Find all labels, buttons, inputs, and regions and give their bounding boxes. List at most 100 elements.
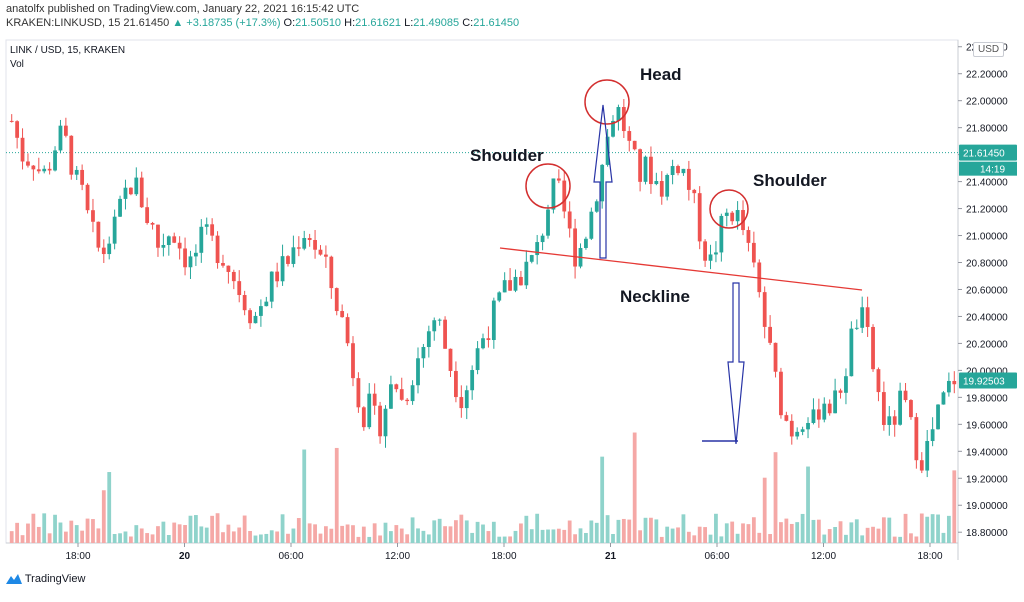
candle-body bbox=[221, 263, 225, 266]
volume-bar bbox=[649, 517, 653, 543]
candle-body bbox=[389, 384, 393, 409]
tradingview-logo[interactable]: TradingView bbox=[6, 573, 85, 585]
volume-bar bbox=[134, 525, 139, 543]
volume-bar bbox=[36, 526, 41, 543]
volume-bar bbox=[800, 513, 805, 543]
x-tick-label: 06:00 bbox=[704, 551, 729, 562]
y-tick-label: 22.00000 bbox=[966, 97, 1008, 108]
volume-bar bbox=[562, 529, 567, 543]
x-tick-label: 12:00 bbox=[385, 551, 410, 562]
volume-bar bbox=[264, 533, 269, 543]
volume-bar bbox=[437, 518, 442, 543]
candle-body bbox=[854, 327, 859, 329]
head-circle bbox=[584, 79, 630, 125]
candle-body bbox=[692, 189, 697, 194]
volume-bar bbox=[399, 528, 404, 543]
candle-body bbox=[573, 228, 577, 267]
volume-bar bbox=[58, 522, 63, 543]
candle-body bbox=[898, 390, 903, 425]
candle-body bbox=[800, 429, 805, 432]
volume-bar bbox=[665, 526, 670, 543]
volume-bar bbox=[313, 524, 317, 543]
candle-body bbox=[762, 292, 767, 327]
close-value: 21.61450 bbox=[473, 17, 520, 29]
y-tick-label: 20.80000 bbox=[966, 259, 1008, 270]
candle-body bbox=[193, 252, 198, 257]
low-value: 21.49085 bbox=[413, 17, 460, 29]
price-change: +3.18735 (+17.3%) bbox=[186, 17, 281, 29]
volume-bar bbox=[773, 452, 778, 543]
y-tick-label: 18.80000 bbox=[966, 528, 1008, 539]
candle-body bbox=[470, 370, 475, 391]
currency-badge[interactable]: USD bbox=[973, 42, 1005, 57]
neckline-line bbox=[499, 247, 863, 291]
volume-bar bbox=[237, 527, 242, 543]
candle-body bbox=[562, 180, 567, 212]
candle-body bbox=[204, 224, 209, 227]
tradingview-icon bbox=[6, 574, 22, 585]
volume-bar bbox=[638, 530, 642, 543]
volume-bar bbox=[486, 531, 491, 543]
candle-body bbox=[822, 403, 827, 420]
candle-body bbox=[296, 247, 301, 249]
candle-body bbox=[42, 168, 47, 172]
y-tick-label: 20.20000 bbox=[966, 339, 1008, 350]
candle-body bbox=[324, 254, 328, 257]
candle-body bbox=[253, 315, 258, 324]
candle-body bbox=[454, 370, 458, 398]
up-arrow-icon: ▲ bbox=[172, 17, 184, 29]
candle-body bbox=[914, 417, 919, 461]
volume-bar bbox=[231, 531, 236, 543]
volume-bar bbox=[621, 518, 626, 543]
volume-bar bbox=[20, 535, 25, 543]
volume-bar bbox=[746, 524, 751, 543]
candle-body bbox=[123, 187, 128, 199]
candle-body bbox=[63, 125, 68, 136]
volume-bar bbox=[540, 529, 545, 543]
candle-body bbox=[410, 385, 415, 402]
volume-bar bbox=[497, 536, 502, 543]
candle-body bbox=[952, 380, 957, 385]
volume-bar bbox=[253, 535, 258, 543]
volume-bar bbox=[286, 533, 290, 543]
candle-body bbox=[735, 210, 740, 222]
volume-bar bbox=[730, 521, 735, 543]
volume-bar bbox=[594, 522, 599, 543]
candle-body bbox=[714, 252, 718, 255]
volume-bar bbox=[405, 534, 410, 543]
symbol-label: KRAKEN:LINKUSD, 15 bbox=[6, 17, 121, 29]
candle-body bbox=[318, 249, 323, 255]
candle-body bbox=[96, 221, 101, 248]
candle-body bbox=[405, 399, 410, 402]
candle-body bbox=[757, 262, 762, 293]
candle-body bbox=[134, 177, 139, 195]
volume-bar bbox=[302, 449, 307, 543]
volume-bar bbox=[448, 526, 453, 543]
volume-bar bbox=[708, 534, 713, 543]
volume-bar bbox=[351, 525, 355, 543]
neckline-label: Neckline bbox=[620, 287, 690, 306]
volume-bar bbox=[903, 513, 908, 543]
candle-body bbox=[394, 384, 399, 390]
candle-body bbox=[20, 137, 25, 162]
volume-bar bbox=[166, 535, 171, 543]
candle-body bbox=[849, 328, 854, 377]
candle-body bbox=[448, 348, 453, 371]
volume-bar bbox=[524, 515, 529, 543]
candle-body bbox=[833, 390, 838, 414]
candle-body bbox=[286, 256, 290, 264]
volume-bar bbox=[329, 528, 334, 543]
volume-bar bbox=[269, 530, 274, 543]
y-tick-label: 20.40000 bbox=[966, 312, 1008, 323]
candle-body bbox=[659, 181, 664, 197]
volume-bar bbox=[779, 522, 783, 543]
candle-body bbox=[329, 256, 334, 289]
volume-bar bbox=[275, 531, 280, 543]
candle-body bbox=[399, 389, 404, 400]
x-tick-label: 18:00 bbox=[65, 551, 90, 562]
volume-bar bbox=[204, 527, 209, 543]
candle-body bbox=[74, 169, 79, 175]
candle-body bbox=[242, 295, 247, 311]
volume-bar bbox=[600, 456, 605, 543]
